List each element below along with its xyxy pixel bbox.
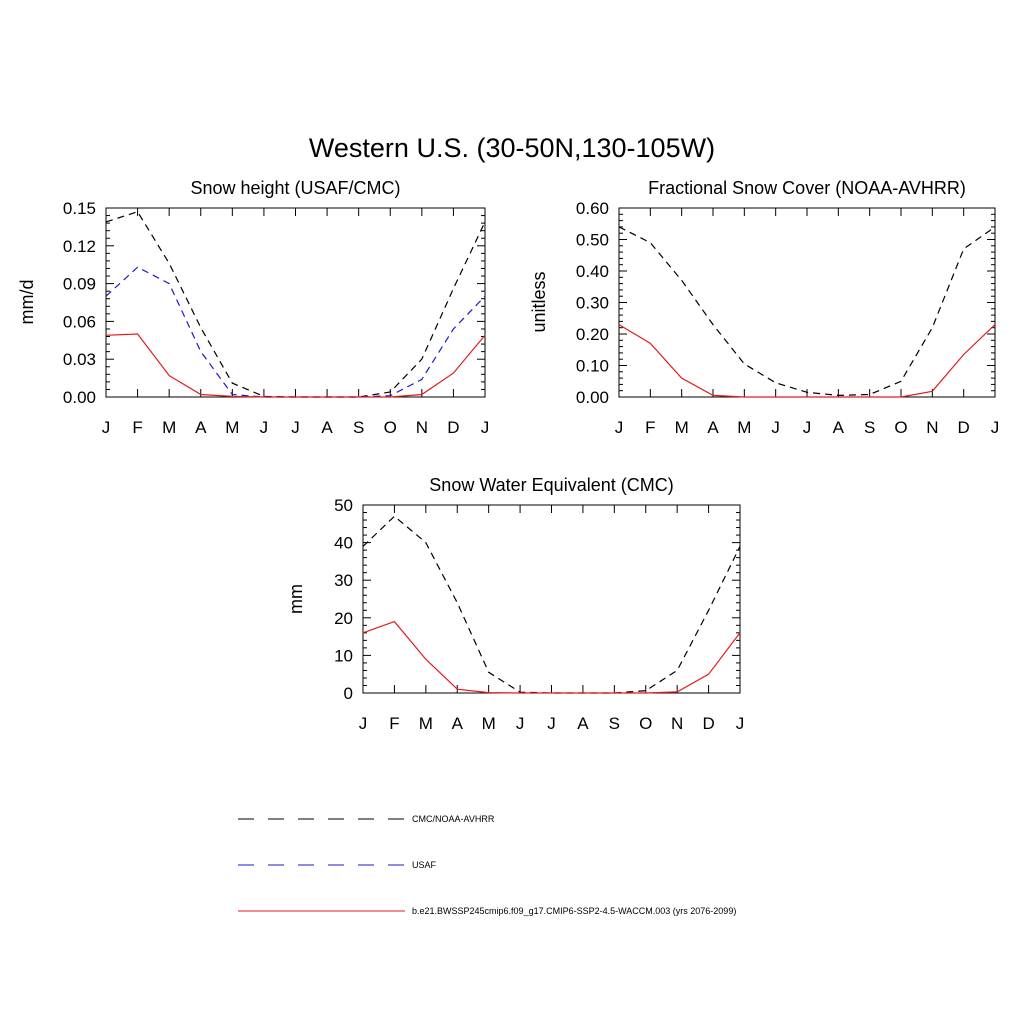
x-tick-label: M — [675, 418, 689, 437]
y-tick-label: 0.20 — [576, 325, 609, 344]
chart-panel-3: Snow Water Equivalent (CMC)mmJ F M A M J J A S O N… — [286, 475, 744, 733]
x-tick-label: F — [132, 418, 142, 437]
panel-title: Fractional Snow Cover (NOAA-AVHRR) — [648, 178, 966, 198]
x-tick-label: S — [353, 418, 364, 437]
x-tick-label: N — [416, 418, 428, 437]
x-tick-label: A — [707, 418, 719, 437]
x-tick-label: O — [384, 418, 397, 437]
y-tick-label: 0 — [344, 684, 353, 703]
figure-title: Western U.S. (30-50N,130-105W) — [309, 133, 715, 163]
x-tick-label: J — [260, 418, 269, 437]
x-tick-label: S — [609, 714, 620, 733]
y-tick-label: 0.00 — [576, 388, 609, 407]
legend: CMC/NOAA-AVHRR USAF b.e21.BWSSP245cmip6.f0… — [238, 814, 736, 916]
x-tick-label: S — [864, 418, 875, 437]
y-axis-label: unitless — [529, 271, 549, 332]
y-tick-label: 20 — [334, 609, 353, 628]
x-tick-label: J — [547, 714, 556, 733]
x-tick-label: A — [321, 418, 333, 437]
legend-label-1: CMC/NOAA-AVHRR — [412, 814, 495, 824]
series-line-1 — [618, 226, 996, 397]
y-tick-label: 0.10 — [576, 357, 609, 376]
x-tick-label: J — [615, 418, 624, 437]
series-line-3 — [105, 333, 486, 398]
series-line-2 — [105, 266, 486, 398]
x-tick-label: O — [639, 714, 652, 733]
x-tick-label: F — [389, 714, 399, 733]
x-tick-label: A — [577, 714, 589, 733]
x-tick-label: O — [894, 418, 907, 437]
x-tick-label: D — [702, 714, 714, 733]
chart-panel-1: Snow height (USAF/CMC)mm/dJ F M A M J J A S O N D J0… — [17, 178, 489, 437]
x-tick-label: M — [162, 418, 176, 437]
x-tick-label: J — [481, 418, 490, 437]
y-tick-label: 0.60 — [576, 199, 609, 218]
y-tick-label: 0.09 — [63, 275, 96, 294]
y-tick-label: 0.30 — [576, 294, 609, 313]
y-tick-label: 50 — [334, 496, 353, 515]
x-tick-label: J — [516, 714, 525, 733]
y-axis-label: mm — [286, 584, 306, 614]
x-tick-label: N — [926, 418, 938, 437]
y-tick-label: 0.12 — [63, 237, 96, 256]
x-tick-label: D — [958, 418, 970, 437]
x-tick-label: A — [452, 714, 464, 733]
x-tick-label: M — [482, 714, 496, 733]
series-line-2 — [362, 620, 741, 694]
x-tick-label: J — [359, 714, 368, 733]
y-tick-label: 10 — [334, 646, 353, 665]
x-tick-label: J — [102, 418, 111, 437]
x-tick-label: J — [803, 418, 812, 437]
legend-label-2: USAF — [412, 860, 437, 870]
x-tick-label: F — [645, 418, 655, 437]
panels: Snow height (USAF/CMC)mm/dJ F M A M J J A S O N D J0… — [17, 178, 999, 733]
x-tick-label: J — [736, 714, 745, 733]
y-tick-label: 40 — [334, 534, 353, 553]
panel-title: Snow height (USAF/CMC) — [190, 178, 400, 198]
x-tick-label: D — [447, 418, 459, 437]
y-tick-label: 0.00 — [63, 388, 96, 407]
chart-panel-2: Fractional Snow Cover (NOAA-AVHRR) unitle… — [529, 178, 999, 437]
y-axis-label: mm/d — [17, 280, 37, 325]
plot-frame — [362, 504, 741, 694]
series-line-1 — [362, 515, 741, 694]
x-tick-label: M — [419, 714, 433, 733]
plot-frame — [618, 207, 996, 398]
x-tick-label: J — [771, 418, 780, 437]
legend-label-3: b.e21.BWSSP245cmip6.f09_g17.CMIP6-SSP2-4… — [412, 906, 736, 916]
x-tick-label: A — [833, 418, 845, 437]
x-tick-label: J — [291, 418, 300, 437]
y-tick-label: 0.40 — [576, 262, 609, 281]
x-tick-label: M — [225, 418, 239, 437]
x-tick-label: J — [991, 418, 1000, 437]
x-tick-label: A — [195, 418, 207, 437]
panel-title: Snow Water Equivalent (CMC) — [429, 475, 673, 495]
y-tick-label: 0.15 — [63, 199, 96, 218]
series-line-2 — [618, 324, 996, 398]
x-tick-label: M — [737, 418, 751, 437]
y-tick-label: 0.03 — [63, 350, 96, 369]
y-tick-label: 0.06 — [63, 312, 96, 331]
y-tick-label: 0.50 — [576, 231, 609, 250]
x-tick-label: N — [671, 714, 683, 733]
y-tick-label: 30 — [334, 571, 353, 590]
